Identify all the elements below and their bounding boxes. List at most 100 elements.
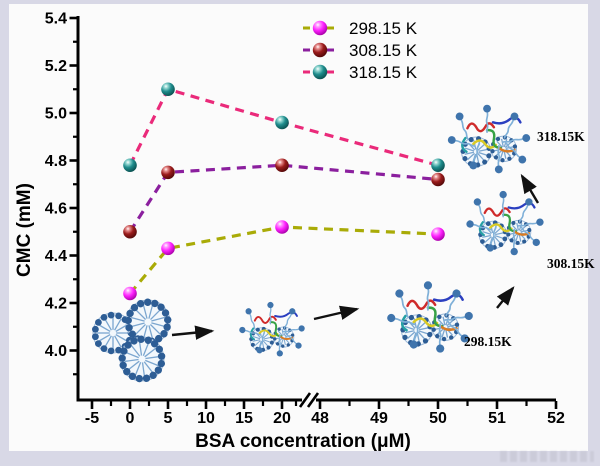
- protein-ribbon: [269, 321, 283, 338]
- protein-micelle-complex: [387, 281, 473, 353]
- x-tick-label: 20: [273, 410, 291, 427]
- transition-arrow: [520, 173, 540, 204]
- data-point: [161, 82, 175, 97]
- data-point: [275, 158, 289, 173]
- x-tick-label: 50: [429, 410, 447, 427]
- surfactant-monomer: [519, 226, 540, 247]
- data-point: [431, 227, 445, 241]
- annotation-318K: 318.15K: [537, 129, 585, 144]
- protein-ribbon: [483, 207, 511, 217]
- surfactant-monomer: [245, 308, 256, 330]
- y-tick-label: 5.2: [45, 58, 67, 75]
- surfactant-monomer: [387, 313, 416, 326]
- y-tick-label: 4.6: [45, 201, 67, 218]
- y-tick-label: 5.0: [45, 106, 67, 123]
- surfactant-monomer: [267, 301, 274, 325]
- protein-micelle-complex: [239, 301, 305, 357]
- protein-ribbon: [502, 213, 518, 233]
- x-tick-label: 52: [547, 410, 565, 427]
- surfactant-monomer: [409, 320, 421, 349]
- surfactant-monomer: [443, 311, 473, 322]
- protein-ribbon: [274, 311, 298, 318]
- legend-label-308: 308.15 K: [349, 41, 418, 60]
- transition-arrow: [171, 325, 215, 340]
- transition-arrow: [496, 286, 515, 309]
- x-tick-label: 10: [197, 410, 215, 427]
- surfactant-monomer: [486, 225, 497, 252]
- x-tick-label: 49: [370, 410, 388, 427]
- legend-sphere: [312, 42, 328, 58]
- mechanism-illustrations: [92, 104, 544, 383]
- surfactant-monomer: [469, 141, 481, 170]
- x-tick-label: 48: [311, 410, 329, 427]
- series-line: [128, 225, 439, 295]
- surfactant-monomer: [276, 334, 283, 357]
- surfactant-monomer: [395, 289, 409, 318]
- surfactant-monomer: [283, 308, 296, 329]
- axis-break-slash: [298, 392, 312, 408]
- y-axis-title: CMC (mM): [14, 183, 35, 277]
- surfactant-monomer: [447, 136, 476, 147]
- data-point: [431, 158, 445, 173]
- legend-label-298: 298.15 K: [349, 19, 418, 38]
- legend-sphere: [312, 20, 328, 36]
- x-tick-label: -5: [85, 410, 99, 427]
- protein-micelle-complex: [466, 190, 544, 256]
- protein-ribbon: [491, 116, 522, 125]
- surfactant-monomer: [503, 112, 519, 139]
- surfactant-monomer: [445, 289, 461, 317]
- data-point: [431, 172, 445, 187]
- protein-micelle-complex: [447, 104, 531, 174]
- x-tick-label: 15: [235, 410, 253, 427]
- surfactant-monomer: [239, 326, 262, 336]
- series-line: [128, 163, 439, 233]
- protein-ribbon: [485, 128, 502, 150]
- surfactant-monomer: [423, 281, 433, 311]
- annotation-298K: 298.15K: [464, 334, 512, 349]
- micelle-wheel: [118, 335, 166, 383]
- protein-ribbon: [412, 317, 439, 328]
- protein-ribbon: [406, 299, 437, 311]
- data-series: [123, 82, 445, 301]
- data-point: [123, 286, 137, 301]
- legend-markers: [303, 20, 337, 80]
- protein-ribbon: [253, 315, 277, 324]
- surfactant-monomer: [446, 320, 469, 343]
- y-tick-label: 5.4: [45, 11, 67, 28]
- transition-arrow: [313, 305, 360, 321]
- surfactant-monomer: [504, 142, 527, 164]
- surfactant-monomer: [473, 198, 486, 224]
- y-tick-label: 4.0: [45, 343, 67, 360]
- series-line: [128, 87, 439, 167]
- y-tick-label: 4.2: [45, 296, 67, 313]
- x-tick-label: 0: [126, 410, 135, 427]
- data-point: [123, 224, 137, 239]
- protein-ribbon: [400, 314, 408, 332]
- protein-ribbon: [432, 293, 464, 302]
- data-point: [161, 241, 175, 256]
- surfactant-monomer: [466, 220, 493, 231]
- surfactant-monomer: [517, 218, 544, 227]
- data-point: [161, 165, 175, 180]
- surfactant-monomer: [455, 112, 469, 140]
- surfactant-monomer: [510, 228, 518, 256]
- protein-ribbon: [489, 223, 513, 233]
- surfactant-monomer: [256, 331, 266, 354]
- surfactant-monomer: [518, 198, 533, 223]
- annotation-308K: 308.15K: [547, 256, 595, 271]
- watermark: [500, 451, 594, 462]
- axis-break-gap: [302, 395, 316, 405]
- micelle-wheel: [124, 298, 172, 346]
- data-point: [275, 220, 289, 234]
- axes: 4.0 4.2 4.4 4.6 4.8 5.0 5.2 5.4 -5 0 5 10 15 20 48 49 50…: [45, 11, 565, 428]
- protein-ribbon: [507, 201, 536, 210]
- protein-ribbon: [249, 327, 256, 341]
- x-tick-label: 5: [164, 410, 173, 427]
- y-tick-label: 4.4: [45, 248, 67, 265]
- x-axis-title: BSA concentration (μM): [195, 431, 411, 452]
- protein-ribbon: [472, 139, 498, 149]
- axis-break-slash: [306, 392, 320, 408]
- protein-ribbon: [466, 122, 496, 133]
